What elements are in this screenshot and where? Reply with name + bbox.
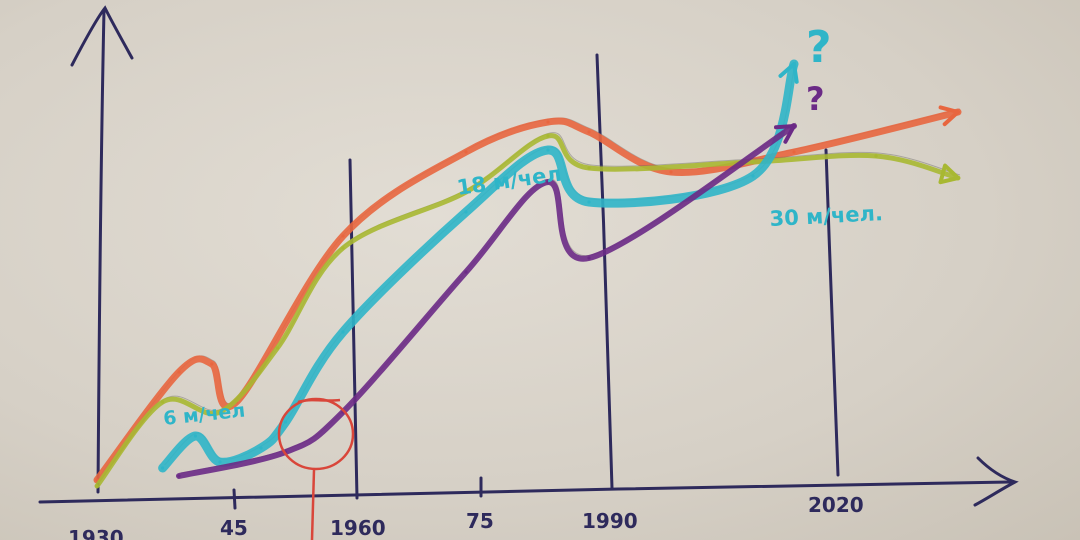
red-flick bbox=[297, 398, 341, 404]
series-green-point-8 bbox=[751, 160, 755, 164]
tick-label-1960: 1960 bbox=[330, 516, 386, 540]
series-cyan-sketch bbox=[164, 60, 797, 466]
series-green-point-3 bbox=[275, 346, 279, 350]
series-cyan-point-3 bbox=[259, 446, 263, 450]
series-orange-line bbox=[93, 108, 962, 484]
annotation-30m: 30 м/чел. bbox=[769, 201, 883, 231]
series-green-point-10 bbox=[956, 176, 960, 180]
series-green-point-6 bbox=[546, 134, 550, 138]
vline-1960 bbox=[348, 158, 359, 500]
series-cyan-point-1 bbox=[193, 434, 197, 438]
x-axis-arrowhead bbox=[973, 456, 1019, 507]
series-orange-point-8 bbox=[669, 170, 673, 174]
series-green-point-5 bbox=[464, 190, 468, 194]
series-cyan-point-9 bbox=[751, 174, 755, 178]
series-cyan-point-7 bbox=[546, 148, 550, 152]
series-cyan bbox=[158, 59, 799, 473]
series-purple-point-6 bbox=[792, 124, 796, 128]
series-cyan-point-8 bbox=[587, 200, 591, 204]
series-orange-point-2 bbox=[210, 362, 214, 366]
series-green-point-1 bbox=[161, 400, 165, 404]
series-green bbox=[94, 132, 961, 489]
series-cyan-point-10 bbox=[792, 62, 796, 66]
series-orange-point-1 bbox=[177, 370, 181, 374]
question-mark-cyan: ? bbox=[806, 22, 832, 73]
series-green-point-0 bbox=[95, 484, 99, 488]
vline-2020 bbox=[824, 148, 840, 477]
series-green-point-9 bbox=[874, 154, 878, 158]
series-purple-point-3 bbox=[464, 270, 468, 274]
series-cyan-point-0 bbox=[161, 466, 165, 470]
series-cyan-point-2 bbox=[218, 460, 222, 464]
series-cyan-point-5 bbox=[341, 330, 345, 334]
series-purple-point-5 bbox=[587, 256, 591, 260]
tick-label-45: 45 bbox=[220, 516, 248, 540]
red-stick bbox=[310, 469, 316, 540]
tick-label-1930: 1930 bbox=[68, 526, 124, 540]
series-cyan-point-4 bbox=[284, 420, 288, 424]
series-purple-line bbox=[176, 123, 797, 479]
series-purple-point-0 bbox=[177, 474, 181, 478]
series-green-arrowhead bbox=[938, 163, 960, 185]
vline-1990 bbox=[595, 53, 614, 490]
series-cyan-line bbox=[158, 59, 799, 473]
series-orange-point-5 bbox=[464, 150, 468, 154]
y-axis-arrowhead bbox=[70, 5, 134, 67]
tick-45 bbox=[232, 488, 237, 510]
question-mark-purple: ? bbox=[806, 80, 825, 118]
x-axis bbox=[38, 480, 1012, 504]
tick-labels: 1930 45 1960 75 1990 2020 bbox=[68, 493, 864, 540]
tick-label-2020: 2020 bbox=[808, 493, 864, 517]
series-green-point-4 bbox=[341, 246, 345, 250]
tick-label-1990: 1990 bbox=[582, 509, 638, 533]
series-orange-point-7 bbox=[587, 130, 591, 134]
axes bbox=[38, 5, 1019, 510]
series-green-point-2 bbox=[218, 410, 222, 414]
series-green-point-7 bbox=[587, 166, 591, 170]
series-layer bbox=[93, 59, 962, 489]
series-cyan-point-6 bbox=[464, 210, 468, 214]
annotation-6m: 6 м/чел bbox=[162, 400, 246, 430]
tick-label-75: 75 bbox=[466, 509, 494, 533]
series-purple-point-4 bbox=[546, 180, 550, 184]
series-orange-point-9 bbox=[792, 150, 796, 154]
series-orange-point-6 bbox=[546, 120, 550, 124]
series-orange-point-4 bbox=[341, 234, 345, 238]
series-orange-point-10 bbox=[956, 110, 960, 114]
highlight-circle bbox=[277, 397, 355, 540]
y-axis bbox=[96, 8, 106, 494]
